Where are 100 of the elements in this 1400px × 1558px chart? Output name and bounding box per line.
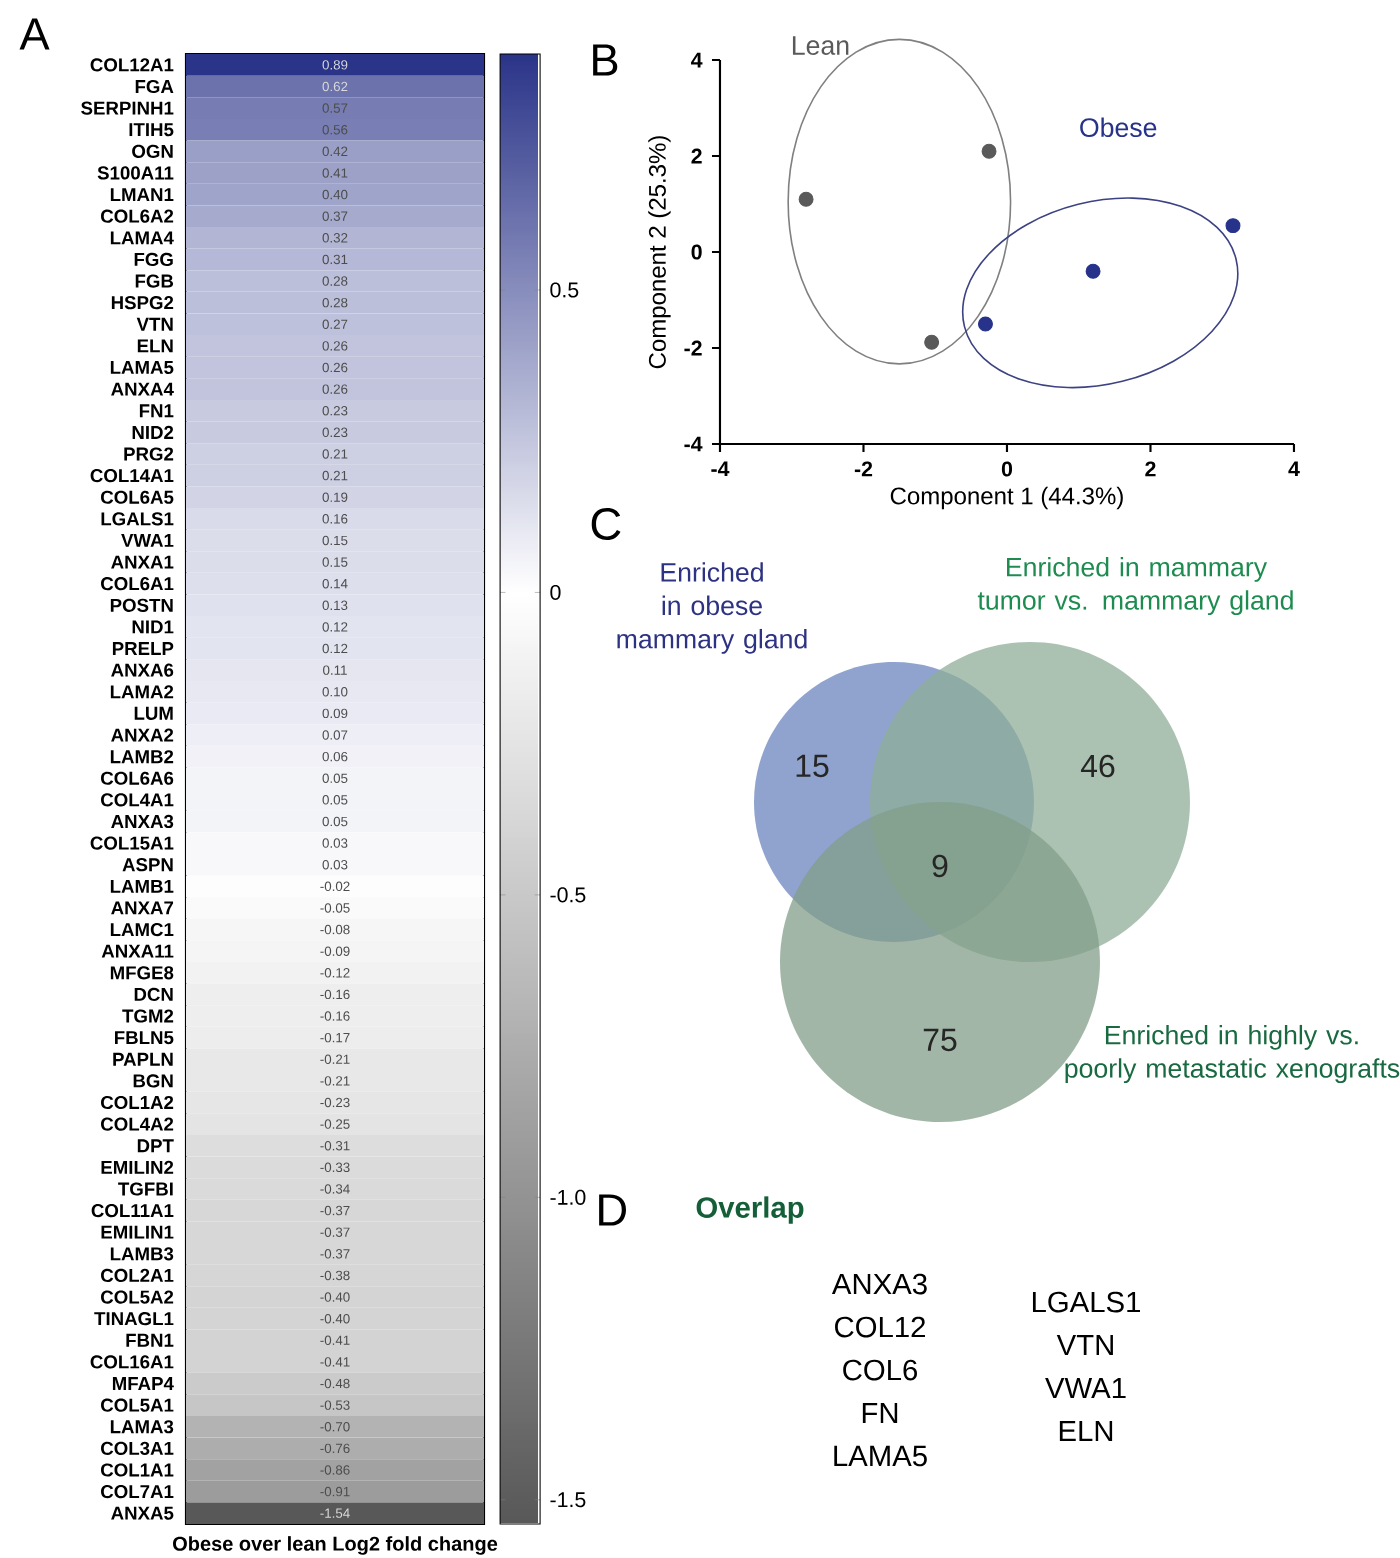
y-tick-label: COL1A2 bbox=[101, 1095, 174, 1110]
text: B bbox=[593, 44, 618, 76]
data-label: 15 bbox=[796, 754, 829, 778]
text: ANXA3 bbox=[831, 1273, 927, 1295]
y-tick-label: LMAN1 bbox=[110, 188, 174, 201]
y-tick-label: COL16A1 bbox=[90, 1355, 174, 1369]
y-tick-label: ASPN bbox=[122, 858, 173, 872]
y-tick-label: ANXA7 bbox=[111, 901, 174, 915]
y-tick-label: LAMA4 bbox=[110, 231, 174, 245]
y-tick-label: COL5A2 bbox=[101, 1290, 174, 1304]
point bbox=[981, 143, 997, 159]
text: Overlap bbox=[696, 1196, 804, 1224]
text: D bbox=[599, 1194, 626, 1226]
text: A bbox=[19, 18, 50, 50]
y-tick-label: LAMA2 bbox=[110, 685, 174, 699]
y-tick-label: COL11A1 bbox=[91, 1204, 174, 1218]
y-tick-label: COL4A1 bbox=[101, 793, 174, 807]
y-tick-label: ANXA6 bbox=[111, 663, 174, 677]
y-tick-label: COL4A2 bbox=[101, 1117, 174, 1131]
y-tick-label: COL2A1 bbox=[101, 1268, 174, 1283]
y-tick-label: 4 bbox=[691, 52, 703, 68]
data-label: 46 bbox=[1080, 754, 1115, 778]
y-tick-label: HSPG2 bbox=[111, 296, 174, 310]
color-bar-label: -1.5 bbox=[550, 1492, 586, 1508]
y-tick-label: ANXA11 bbox=[101, 944, 174, 958]
y-tick-label: EMILIN2 bbox=[101, 1160, 174, 1174]
y-tick-label: ITIH5 bbox=[129, 123, 174, 137]
y-tick-label: LAMA3 bbox=[110, 1420, 174, 1434]
text: Obese bbox=[1080, 117, 1157, 138]
y-tick-label: PRG2 bbox=[124, 447, 174, 461]
point bbox=[1085, 263, 1101, 279]
point bbox=[924, 334, 940, 350]
y-tick-label: 0 bbox=[691, 244, 702, 260]
text: ELN bbox=[1059, 1420, 1113, 1442]
y-tick-label: COL1A1 bbox=[101, 1463, 174, 1477]
y-tick-label: -4 bbox=[684, 436, 703, 452]
y-tick-label: EMILIN1 bbox=[101, 1225, 174, 1239]
y-tick-label: COL6A2 bbox=[101, 209, 174, 223]
y-tick-label: TGM2 bbox=[122, 1009, 174, 1023]
point bbox=[977, 316, 993, 332]
y-axis-title: Component 2 (25.3%) bbox=[648, 136, 671, 369]
text: 9 bbox=[932, 854, 948, 878]
color-bar-label: 0 bbox=[550, 584, 561, 600]
category-label: Enriched in highly vs. poorly metastatic xenografts bbox=[1065, 1024, 1400, 1084]
y-tick-label: S100A11 bbox=[97, 166, 174, 180]
text: COL12 bbox=[835, 1316, 925, 1338]
y-tick-label: LAMA5 bbox=[110, 361, 174, 374]
y-tick-label: COL7A1 bbox=[101, 1485, 174, 1499]
y-tick-label: DPT bbox=[137, 1139, 174, 1153]
text: VWA1 bbox=[1045, 1377, 1126, 1399]
y-tick-label: -2 bbox=[684, 340, 702, 356]
y-tick-label: ANXA2 bbox=[111, 728, 174, 742]
x-tick-label: -4 bbox=[711, 461, 730, 477]
y-tick-label: COL14A1 bbox=[90, 469, 174, 483]
y-tick-label: SERPINH1 bbox=[81, 101, 174, 115]
y-tick-label: FBN1 bbox=[126, 1333, 174, 1347]
x-tick-label: 0 bbox=[1001, 461, 1013, 477]
color-bar-label: 0.5 bbox=[550, 282, 579, 298]
text: LGALS1 bbox=[1032, 1291, 1140, 1313]
y-tick-label: COL6A6 bbox=[101, 771, 174, 785]
y-tick-label: LUM bbox=[134, 706, 173, 720]
y-tick-label: COL6A1 bbox=[101, 577, 174, 591]
y-tick-label: VWA1 bbox=[121, 534, 174, 547]
text: FN bbox=[862, 1402, 898, 1424]
y-tick-label: PRELP bbox=[112, 642, 174, 655]
x-axis-title: Component 1 (44.3%) bbox=[890, 486, 1123, 510]
y-tick-label: NID1 bbox=[132, 620, 174, 634]
y-tick-label: ELN bbox=[137, 339, 173, 353]
text: Lean bbox=[792, 36, 849, 55]
y-tick-label: COL15A1 bbox=[90, 836, 174, 850]
point bbox=[1225, 218, 1241, 234]
data-label: 75 bbox=[923, 1028, 957, 1052]
y-tick-label: FGG bbox=[134, 252, 173, 267]
y-tick-label: TINAGL1 bbox=[94, 1312, 174, 1326]
text: C bbox=[591, 507, 621, 541]
text: COL6 bbox=[843, 1359, 917, 1381]
x-tick-label: 4 bbox=[1288, 461, 1300, 477]
x-tick-label: 2 bbox=[1145, 461, 1156, 477]
point bbox=[798, 191, 814, 207]
y-tick-label: COL12A1 bbox=[90, 58, 174, 72]
y-tick-label: NID2 bbox=[132, 425, 174, 439]
y-tick-label: MFAP4 bbox=[112, 1377, 174, 1390]
y-tick-label: FGB bbox=[135, 274, 174, 288]
y-tick-label: LAMB2 bbox=[110, 750, 174, 764]
category-label: Enriched in obese mammary gland bbox=[617, 562, 807, 654]
y-tick-label: FBLN5 bbox=[115, 1031, 174, 1045]
y-tick-label: COL6A5 bbox=[101, 490, 174, 504]
category-label: Enriched in mammary tumor vs. mammary gland bbox=[977, 556, 1293, 616]
text: LAMA5 bbox=[834, 1445, 927, 1467]
x-tick-label: -2 bbox=[854, 461, 873, 477]
y-tick-label: DCN bbox=[134, 987, 173, 1001]
y-tick-label: LAMB1 bbox=[110, 879, 174, 893]
y-tick-label: FGA bbox=[135, 79, 174, 94]
y-tick-label: LGALS1 bbox=[101, 512, 174, 526]
y-tick-label: FN1 bbox=[139, 404, 174, 418]
y-tick-label: LAMB3 bbox=[110, 1247, 174, 1261]
y-tick-label: BGN bbox=[133, 1074, 173, 1088]
y-tick-label: ANXA4 bbox=[111, 382, 174, 396]
y-tick-label: LAMC1 bbox=[110, 922, 174, 937]
y-tick-label: VTN bbox=[136, 317, 173, 331]
